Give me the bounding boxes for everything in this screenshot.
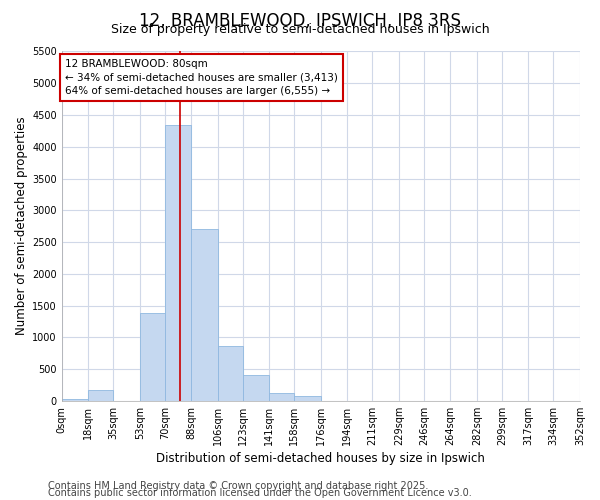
Text: Contains HM Land Registry data © Crown copyright and database right 2025.: Contains HM Land Registry data © Crown c… [48, 481, 428, 491]
Text: 12, BRAMBLEWOOD, IPSWICH, IP8 3RS: 12, BRAMBLEWOOD, IPSWICH, IP8 3RS [139, 12, 461, 30]
Bar [191, 230, 218, 401]
Bar [218, 346, 243, 401]
Text: 12 BRAMBLEWOOD: 80sqm
← 34% of semi-detached houses are smaller (3,413)
64% of s: 12 BRAMBLEWOOD: 80sqm ← 34% of semi-deta… [65, 59, 338, 96]
Bar [88, 390, 113, 401]
Bar [243, 376, 269, 401]
Text: Contains public sector information licensed under the Open Government Licence v3: Contains public sector information licen… [48, 488, 472, 498]
X-axis label: Distribution of semi-detached houses by size in Ipswich: Distribution of semi-detached houses by … [157, 452, 485, 465]
Bar [62, 399, 88, 401]
Text: Size of property relative to semi-detached houses in Ipswich: Size of property relative to semi-detach… [110, 22, 490, 36]
Bar [295, 396, 321, 401]
Y-axis label: Number of semi-detached properties: Number of semi-detached properties [15, 117, 28, 336]
Bar [165, 124, 191, 401]
Bar [140, 313, 165, 401]
Bar [269, 392, 295, 401]
